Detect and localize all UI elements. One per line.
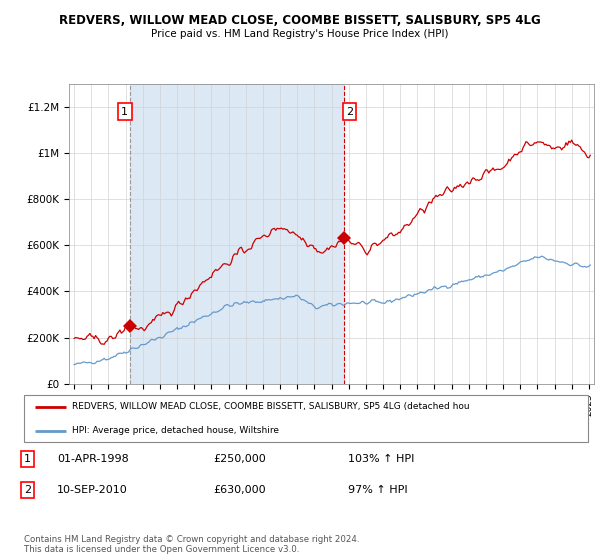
Text: 10-SEP-2010: 10-SEP-2010	[57, 485, 128, 495]
Text: This data is licensed under the Open Government Licence v3.0.: This data is licensed under the Open Gov…	[24, 545, 299, 554]
Text: £250,000: £250,000	[213, 454, 266, 464]
Text: Price paid vs. HM Land Registry's House Price Index (HPI): Price paid vs. HM Land Registry's House …	[151, 29, 449, 39]
Text: 97% ↑ HPI: 97% ↑ HPI	[348, 485, 407, 495]
Text: 2: 2	[24, 485, 31, 495]
Text: 01-APR-1998: 01-APR-1998	[57, 454, 129, 464]
Text: HPI: Average price, detached house, Wiltshire: HPI: Average price, detached house, Wilt…	[72, 426, 279, 435]
Text: Contains HM Land Registry data © Crown copyright and database right 2024.: Contains HM Land Registry data © Crown c…	[24, 535, 359, 544]
Text: REDVERS, WILLOW MEAD CLOSE, COOMBE BISSETT, SALISBURY, SP5 4LG (detached hou: REDVERS, WILLOW MEAD CLOSE, COOMBE BISSE…	[72, 402, 470, 411]
Text: REDVERS, WILLOW MEAD CLOSE, COOMBE BISSETT, SALISBURY, SP5 4LG: REDVERS, WILLOW MEAD CLOSE, COOMBE BISSE…	[59, 14, 541, 27]
Text: 103% ↑ HPI: 103% ↑ HPI	[348, 454, 415, 464]
Text: £630,000: £630,000	[213, 485, 266, 495]
Bar	[130, 84, 344, 384]
FancyBboxPatch shape	[24, 395, 588, 442]
Text: 2: 2	[346, 106, 353, 116]
Text: 1: 1	[121, 106, 128, 116]
Text: 1: 1	[24, 454, 31, 464]
